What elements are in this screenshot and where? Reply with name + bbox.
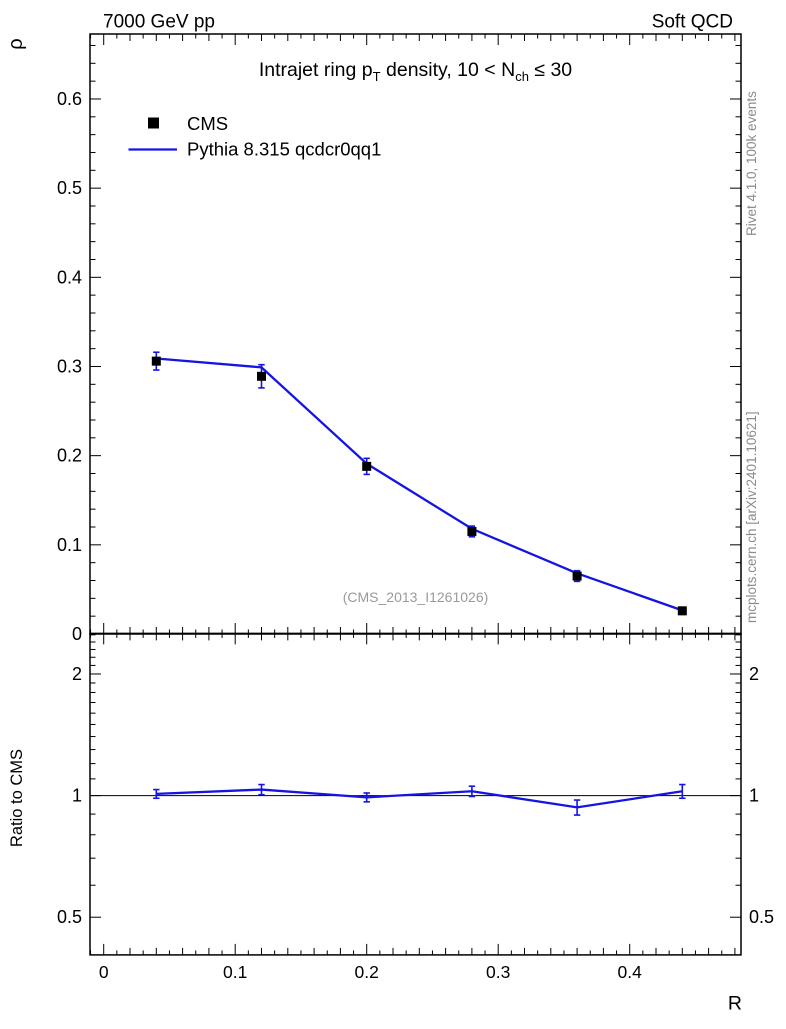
svg-text:0.5: 0.5	[57, 907, 82, 927]
svg-text:(CMS_2013_I1261026): (CMS_2013_I1261026)	[343, 589, 489, 605]
svg-text:CMS: CMS	[187, 113, 228, 134]
svg-text:2: 2	[749, 664, 759, 684]
svg-text:0.3: 0.3	[57, 356, 82, 376]
svg-text:R: R	[728, 993, 742, 1015]
svg-text:0.2: 0.2	[355, 962, 379, 982]
svg-text:7000 GeV pp: 7000 GeV pp	[103, 12, 215, 33]
svg-text:mcplots.cern.ch [arXiv:2401.10: mcplots.cern.ch [arXiv:2401.10621]	[744, 411, 759, 623]
svg-text:0.4: 0.4	[57, 267, 82, 287]
svg-text:0.1: 0.1	[57, 535, 82, 555]
svg-text:ρ: ρ	[5, 38, 27, 49]
svg-text:0.6: 0.6	[57, 89, 82, 109]
svg-text:0.4: 0.4	[618, 962, 643, 982]
svg-text:0.2: 0.2	[57, 446, 82, 466]
svg-text:Ratio to CMS: Ratio to CMS	[8, 749, 26, 847]
svg-text:2: 2	[72, 664, 82, 684]
svg-text:Soft QCD: Soft QCD	[652, 12, 733, 33]
svg-text:0.3: 0.3	[486, 962, 510, 982]
svg-text:Pythia 8.315 qcdcr0qq1: Pythia 8.315 qcdcr0qq1	[187, 139, 381, 160]
svg-text:0: 0	[99, 962, 109, 982]
svg-text:Rivet 4.1.0, 100k events: Rivet 4.1.0, 100k events	[744, 91, 759, 236]
svg-text:1: 1	[749, 786, 759, 806]
svg-text:1: 1	[72, 786, 82, 806]
svg-text:0.1: 0.1	[223, 962, 247, 982]
svg-text:0: 0	[72, 624, 82, 644]
svg-text:0.5: 0.5	[749, 907, 774, 927]
svg-text:0.5: 0.5	[57, 178, 82, 198]
